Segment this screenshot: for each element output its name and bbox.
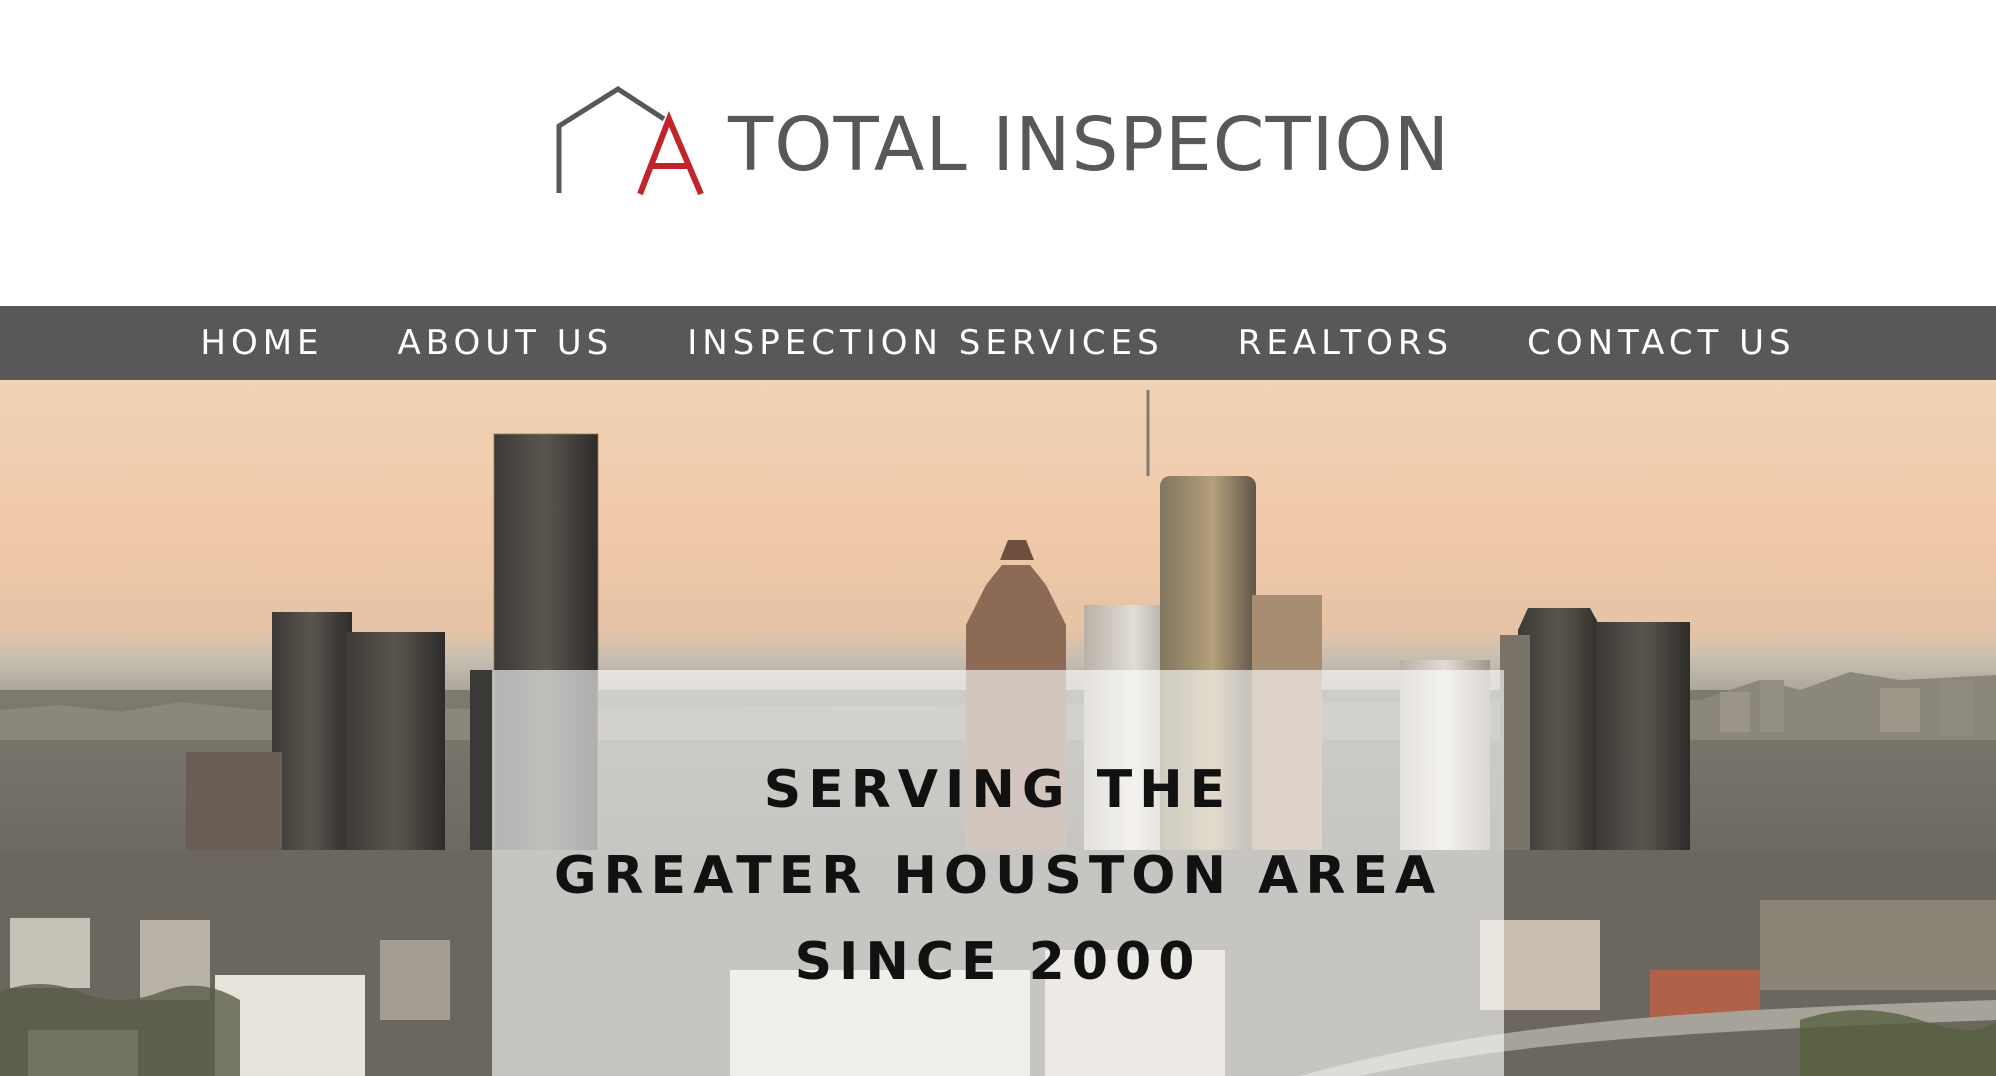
hero-heading-line-1: SERVING THE — [763, 760, 1233, 820]
site-logo[interactable]: TOTAL INSPECTION — [556, 86, 1450, 198]
hero-text-panel — [492, 670, 1504, 1076]
nav-item-realtors[interactable]: REALTORS — [1237, 323, 1454, 363]
house-logo-icon — [556, 86, 704, 196]
site-header: TOTAL INSPECTION — [0, 0, 1996, 306]
hero-banner — [0, 380, 1996, 1076]
nav-item-contact-us[interactable]: CONTACT US — [1527, 323, 1796, 363]
nav-item-about-us[interactable]: ABOUT US — [397, 323, 614, 363]
brand-name: TOTAL INSPECTION — [728, 102, 1451, 188]
hero-heading-line-2: GREATER HOUSTON AREA — [553, 846, 1443, 906]
hero-heading-line-3: SINCE 2000 — [794, 932, 1202, 992]
nav-item-home[interactable]: HOME — [200, 323, 324, 363]
nav-item-inspection-services[interactable]: INSPECTION SERVICES — [687, 323, 1164, 363]
main-nav: HOME ABOUT US INSPECTION SERVICES REALTO… — [0, 306, 1996, 380]
